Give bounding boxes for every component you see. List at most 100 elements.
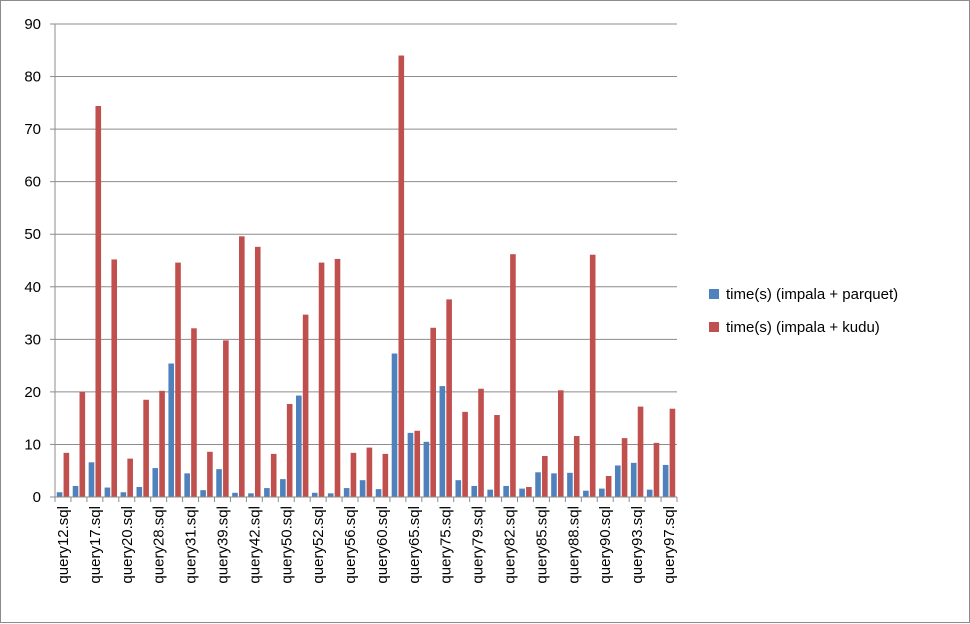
bar-parquet — [327, 493, 334, 497]
x-tick-label: query85.sql — [533, 506, 550, 584]
bar-kudu — [111, 259, 118, 497]
bar-parquet — [88, 462, 95, 497]
bar-kudu — [334, 258, 341, 497]
bar-parquet — [551, 473, 557, 497]
x-tick-label: query75.sql — [438, 506, 455, 584]
bar-kudu — [398, 55, 405, 497]
bar-parquet — [455, 480, 462, 497]
bar-kudu — [605, 475, 612, 497]
bar-parquet — [583, 490, 589, 497]
bar-kudu — [557, 390, 564, 497]
x-axis-tick-labels: query12.sql query17.sql query20.sql query28… — [55, 506, 678, 584]
bar-parquet — [391, 353, 398, 497]
bar-kudu — [223, 340, 229, 497]
bar-parquet — [72, 485, 79, 497]
bar-kudu — [191, 328, 197, 497]
bar-kudu — [542, 456, 548, 497]
bar-parquet — [343, 488, 350, 497]
bar-parquet — [120, 492, 127, 497]
bar-parquet — [56, 492, 63, 497]
bar-parquet — [232, 492, 238, 497]
bar-parquet — [359, 480, 366, 497]
legend-item-parquet: time(s) (impala + parquet) — [709, 284, 898, 304]
bar-parquet — [471, 485, 478, 497]
bar-parquet — [439, 386, 446, 497]
legend-label-parquet: time(s) (impala + parquet) — [726, 285, 899, 303]
y-tick-label: 50 — [24, 226, 41, 243]
bar-parquet — [136, 487, 143, 497]
x-tick-label: query60.sql — [374, 506, 391, 584]
bar-kudu — [350, 452, 357, 497]
x-tick-label: query39.sql — [214, 506, 231, 584]
bar-parquet — [599, 488, 605, 497]
x-tick-label: query90.sql — [597, 506, 614, 584]
bar-parquet — [152, 468, 159, 497]
bar-parquet — [567, 472, 573, 497]
bar-parquet — [104, 487, 111, 497]
bar-kudu — [414, 430, 421, 497]
bar-kudu — [254, 246, 261, 497]
x-tick-label: query17.sql — [87, 506, 104, 584]
bar-kudu — [573, 436, 580, 497]
bar-parquet — [614, 465, 621, 497]
bar-parquet — [280, 479, 286, 497]
bar-kudu — [589, 254, 596, 497]
bar-parquet — [662, 464, 669, 497]
bar-parquet — [630, 462, 637, 497]
bar-kudu — [494, 415, 500, 497]
y-tick-label: 60 — [24, 174, 41, 191]
bar-kudu — [127, 458, 133, 497]
bar-kudu — [159, 390, 165, 497]
bar-kudu — [207, 451, 213, 497]
bar-kudu — [621, 438, 628, 497]
bars — [56, 55, 676, 498]
y-tick-label: 80 — [24, 69, 41, 86]
bar-parquet — [296, 395, 302, 497]
bar-kudu — [382, 453, 389, 497]
legend-label-kudu: time(s) (impala + kudu) — [726, 318, 880, 336]
bar-kudu — [318, 262, 325, 497]
x-tick-label: query65.sql — [406, 506, 423, 584]
bar-parquet — [519, 488, 525, 497]
x-tick-label: query93.sql — [629, 506, 646, 584]
legend-swatch-parquet — [709, 289, 719, 299]
y-tick-label: 70 — [24, 121, 41, 138]
x-tick-label: query97.sql — [661, 506, 678, 584]
bar-parquet — [168, 363, 175, 497]
bar-kudu — [270, 453, 277, 497]
bar-kudu — [637, 406, 644, 497]
x-tick-label: query20.sql — [119, 506, 136, 584]
y-tick-label: 40 — [24, 279, 41, 296]
x-tick-label: query82.sql — [502, 506, 519, 584]
gridlines — [50, 23, 677, 498]
bar-kudu — [478, 388, 484, 497]
legend: time(s) (impala + parquet) time(s) (impa… — [709, 284, 898, 350]
bar-kudu — [143, 399, 149, 497]
bar-kudu — [286, 403, 293, 497]
x-tick-label: query12.sql — [55, 506, 72, 584]
bar-kudu — [446, 299, 452, 497]
bar-kudu — [175, 262, 181, 497]
axes — [54, 24, 678, 502]
bar-kudu — [302, 314, 309, 497]
bar-kudu — [239, 236, 245, 497]
bar-parquet — [535, 472, 541, 497]
x-tick-label: query79.sql — [470, 506, 487, 584]
bar-parquet — [423, 441, 430, 497]
y-tick-label: 30 — [24, 331, 41, 348]
bar-parquet — [311, 492, 318, 497]
x-tick-label: query28.sql — [151, 506, 168, 584]
y-tick-label: 20 — [24, 384, 41, 401]
bar-kudu — [653, 442, 660, 497]
x-tick-label: query56.sql — [342, 506, 359, 584]
bar-parquet — [407, 432, 414, 497]
x-tick-label: query52.sql — [310, 506, 327, 584]
bar-parquet — [184, 473, 190, 497]
bar-kudu — [366, 447, 373, 497]
legend-swatch-kudu — [709, 322, 719, 332]
bar-parquet — [503, 485, 509, 497]
bar-parquet — [264, 488, 270, 497]
bar-kudu — [526, 487, 532, 497]
x-tick-label: query50.sql — [278, 506, 295, 584]
